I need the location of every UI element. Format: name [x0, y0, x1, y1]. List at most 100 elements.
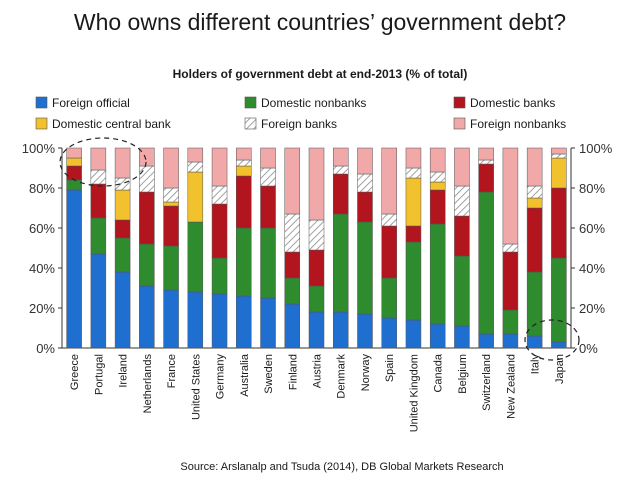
highlight-circle-top-left [59, 137, 147, 187]
category-label-germany: Germany [215, 354, 227, 400]
bar-spain-domestic-nonbanks [381, 277, 397, 319]
bar-stack-finland [284, 147, 301, 349]
bar-ireland-domestic-banks [114, 219, 131, 239]
bar-austria-foreign-official [308, 311, 325, 349]
chart-title: Holders of government debt at end-2013 (… [173, 67, 468, 81]
bar-united-states-domestic-nonbanks [187, 221, 204, 293]
legend-swatch-foreign-nonbanks [453, 117, 466, 130]
bar-canada-foreign-banks [429, 171, 446, 183]
bar-japan-foreign-official [551, 341, 567, 349]
category-label-new-zealand: New Zealand [505, 354, 517, 419]
bar-finland-foreign-official [284, 303, 301, 349]
bar-stack-greece [66, 147, 82, 349]
y-tick-label-left: 0% [36, 341, 55, 356]
bar-japan-foreign-banks [551, 153, 567, 159]
bar-netherlands-foreign-nonbanks [139, 147, 155, 167]
bar-switzerland-foreign-banks [478, 159, 494, 165]
bar-stack-belgium [454, 147, 470, 349]
y-tick-label-left: 60% [29, 221, 55, 236]
category-label-denmark: Denmark [336, 354, 348, 399]
y-tick-label-right: 20% [579, 301, 605, 316]
bar-stack-united-kingdom [405, 147, 422, 349]
bar-stack-spain [381, 147, 397, 349]
y-tick-label-left: 20% [29, 301, 55, 316]
bar-stack-italy [526, 147, 543, 349]
y-tick-label-left: 80% [29, 181, 55, 196]
y-tick-label-right: 100% [579, 141, 613, 156]
bar-austria-foreign-banks [308, 219, 325, 251]
bar-switzerland-foreign-nonbanks [478, 147, 494, 161]
bar-australia-domestic-banks [236, 175, 252, 229]
bar-united-states-domestic-central-bank [187, 171, 204, 223]
bar-finland-foreign-banks [284, 213, 301, 253]
category-labels: Greece Portugal Ireland Netherlands France Un… [69, 353, 566, 432]
bar-germany-domestic-banks [211, 203, 228, 259]
legend-label-foreign-official: Foreign official [52, 96, 130, 110]
bar-stack-ireland [114, 147, 131, 349]
bar-stack-sweden [260, 147, 276, 349]
bar-united-states-foreign-official [187, 291, 204, 349]
bar-sweden-foreign-official [260, 297, 276, 349]
bar-united-kingdom-foreign-nonbanks [405, 147, 422, 169]
bar-belgium-foreign-nonbanks [454, 147, 470, 187]
bar-sweden-foreign-nonbanks [260, 147, 276, 169]
bar-denmark-domestic-banks [332, 173, 349, 215]
bar-spain-foreign-official [381, 317, 397, 349]
bar-stack-france [163, 147, 179, 349]
bar-denmark-foreign-banks [332, 165, 349, 175]
bar-united-kingdom-foreign-banks [405, 167, 422, 179]
category-label-united-kingdom: United Kingdom [408, 354, 420, 432]
bar-japan-domestic-banks [551, 187, 567, 259]
source-note: Source: Arslanalp and Tsuda (2014), DB G… [180, 461, 503, 473]
bar-stack-denmark [332, 147, 349, 349]
bar-germany-foreign-nonbanks [211, 147, 228, 187]
bar-finland-foreign-nonbanks [284, 147, 301, 215]
bar-spain-foreign-banks [381, 213, 397, 227]
category-label-portugal: Portugal [93, 354, 105, 395]
bar-germany-foreign-official [211, 293, 228, 349]
bar-belgium-foreign-banks [454, 185, 470, 217]
bar-new-zealand-domestic-nonbanks [502, 309, 519, 335]
bar-ireland-domestic-central-bank [114, 189, 131, 221]
bar-greece-foreign-nonbanks [66, 147, 82, 159]
bar-norway-foreign-nonbanks [357, 147, 373, 175]
y-tick-label-left: 100% [22, 141, 56, 156]
legend-swatch-domestic-central-bank [35, 117, 48, 130]
page-title: Who owns different countries’ government… [74, 9, 566, 35]
bar-canada-foreign-nonbanks [429, 147, 446, 173]
bar-france-domestic-central-bank [163, 201, 179, 207]
legend-label-domestic-nonbanks: Domestic nonbanks [261, 96, 366, 110]
bar-canada-foreign-official [429, 323, 446, 349]
category-label-austria: Austria [312, 353, 324, 388]
category-label-united-states: United States [190, 354, 202, 421]
category-label-australia: Australia [239, 353, 251, 397]
bar-italy-domestic-banks [526, 207, 543, 273]
bar-switzerland-domestic-banks [478, 163, 494, 193]
bar-france-foreign-banks [163, 187, 179, 203]
y-tick-label-right: 40% [579, 261, 605, 276]
bar-austria-domestic-nonbanks [308, 285, 325, 313]
category-label-france: France [166, 354, 178, 388]
bar-stack-canada [429, 147, 446, 349]
bar-portugal-domestic-banks [90, 183, 107, 219]
legend-label-domestic-central-bank: Domestic central bank [52, 117, 172, 131]
bar-greece-foreign-official [66, 189, 82, 349]
bar-canada-domestic-nonbanks [429, 223, 446, 325]
legend-swatch-foreign-official [35, 96, 48, 109]
category-label-greece: Greece [69, 354, 81, 390]
bar-united-states-foreign-banks [187, 161, 204, 173]
category-label-netherlands: Netherlands [142, 354, 154, 414]
bar-italy-foreign-banks [526, 185, 543, 199]
bar-portugal-domestic-nonbanks [90, 217, 107, 255]
category-label-canada: Canada [433, 353, 445, 392]
bar-france-domestic-nonbanks [163, 245, 179, 291]
bar-stack-germany [211, 147, 228, 349]
bar-ireland-foreign-nonbanks [114, 147, 131, 179]
legend-swatch-domestic-nonbanks [244, 96, 257, 109]
bar-austria-foreign-nonbanks [308, 147, 325, 221]
bar-stack-australia [236, 147, 252, 349]
bar-canada-domestic-banks [429, 189, 446, 225]
category-label-ireland: Ireland [118, 354, 130, 388]
bar-portugal-foreign-nonbanks [90, 147, 107, 171]
